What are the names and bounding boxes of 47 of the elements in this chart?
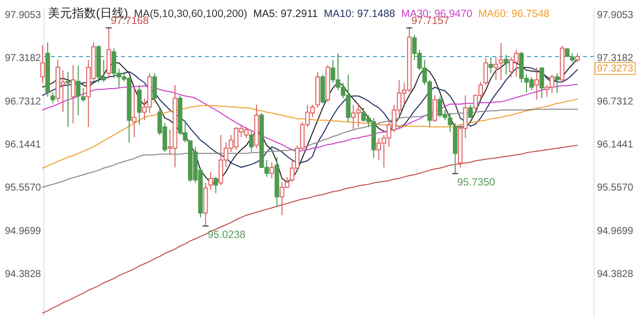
candlestick [76, 65, 80, 116]
y-tick-label: 97.3182 [4, 53, 42, 64]
y-tick-label: 96.7312 [4, 96, 42, 108]
candlestick [432, 94, 438, 122]
text: MA5: 97.2911 [253, 8, 318, 20]
y2-tick-label: 95.5570 [597, 182, 634, 194]
line-series [42, 98, 578, 169]
candlestick [208, 171, 213, 191]
candlestick [40, 44, 45, 84]
y2-tick-label: 97.3182 [597, 53, 634, 64]
candlestick [249, 129, 254, 152]
candlestick [152, 72, 157, 102]
candlestick [468, 104, 473, 119]
text: MA60: 96.7548 [478, 8, 550, 20]
candlestick [137, 84, 142, 126]
candlestick [483, 57, 488, 86]
candlestick [106, 27, 112, 79]
candlestick [70, 64, 76, 124]
candlestick [488, 56, 494, 74]
candlestick [81, 87, 86, 102]
y-tick-label: 95.5570 [4, 182, 42, 194]
candlestick [494, 56, 498, 80]
annotation: 95.7350 [457, 176, 496, 189]
y2-tick-label: 94.3828 [597, 269, 634, 280]
y2-tick-label: 96.1441 [597, 140, 634, 151]
candlestick [504, 54, 508, 76]
line-series [42, 66, 578, 168]
line-series [42, 144, 578, 314]
y2-tick-label: 97.9053 [597, 10, 634, 21]
annotation: 95.0238 [208, 228, 246, 241]
y-tick-label: 94.3828 [4, 269, 42, 280]
ref-line-label: 97.3273 [597, 63, 634, 74]
text: MA10: 97.1488 [324, 8, 396, 20]
candlestick [213, 176, 218, 194]
y-tick-label: 96.1441 [4, 140, 42, 151]
candlestick [132, 87, 137, 138]
y-tick-label: 94.9699 [4, 226, 42, 237]
candlestick [50, 92, 56, 104]
candlestick [534, 66, 539, 100]
candlestick [540, 66, 544, 99]
y2-tick-label: 96.7312 [597, 96, 634, 108]
y2-tick-label: 94.9699 [597, 226, 634, 237]
candlestick [66, 71, 70, 128]
candlestick [270, 162, 274, 179]
y-tick-label: 97.9053 [4, 10, 42, 21]
candlestick [498, 42, 504, 80]
candlestick [554, 72, 560, 94]
